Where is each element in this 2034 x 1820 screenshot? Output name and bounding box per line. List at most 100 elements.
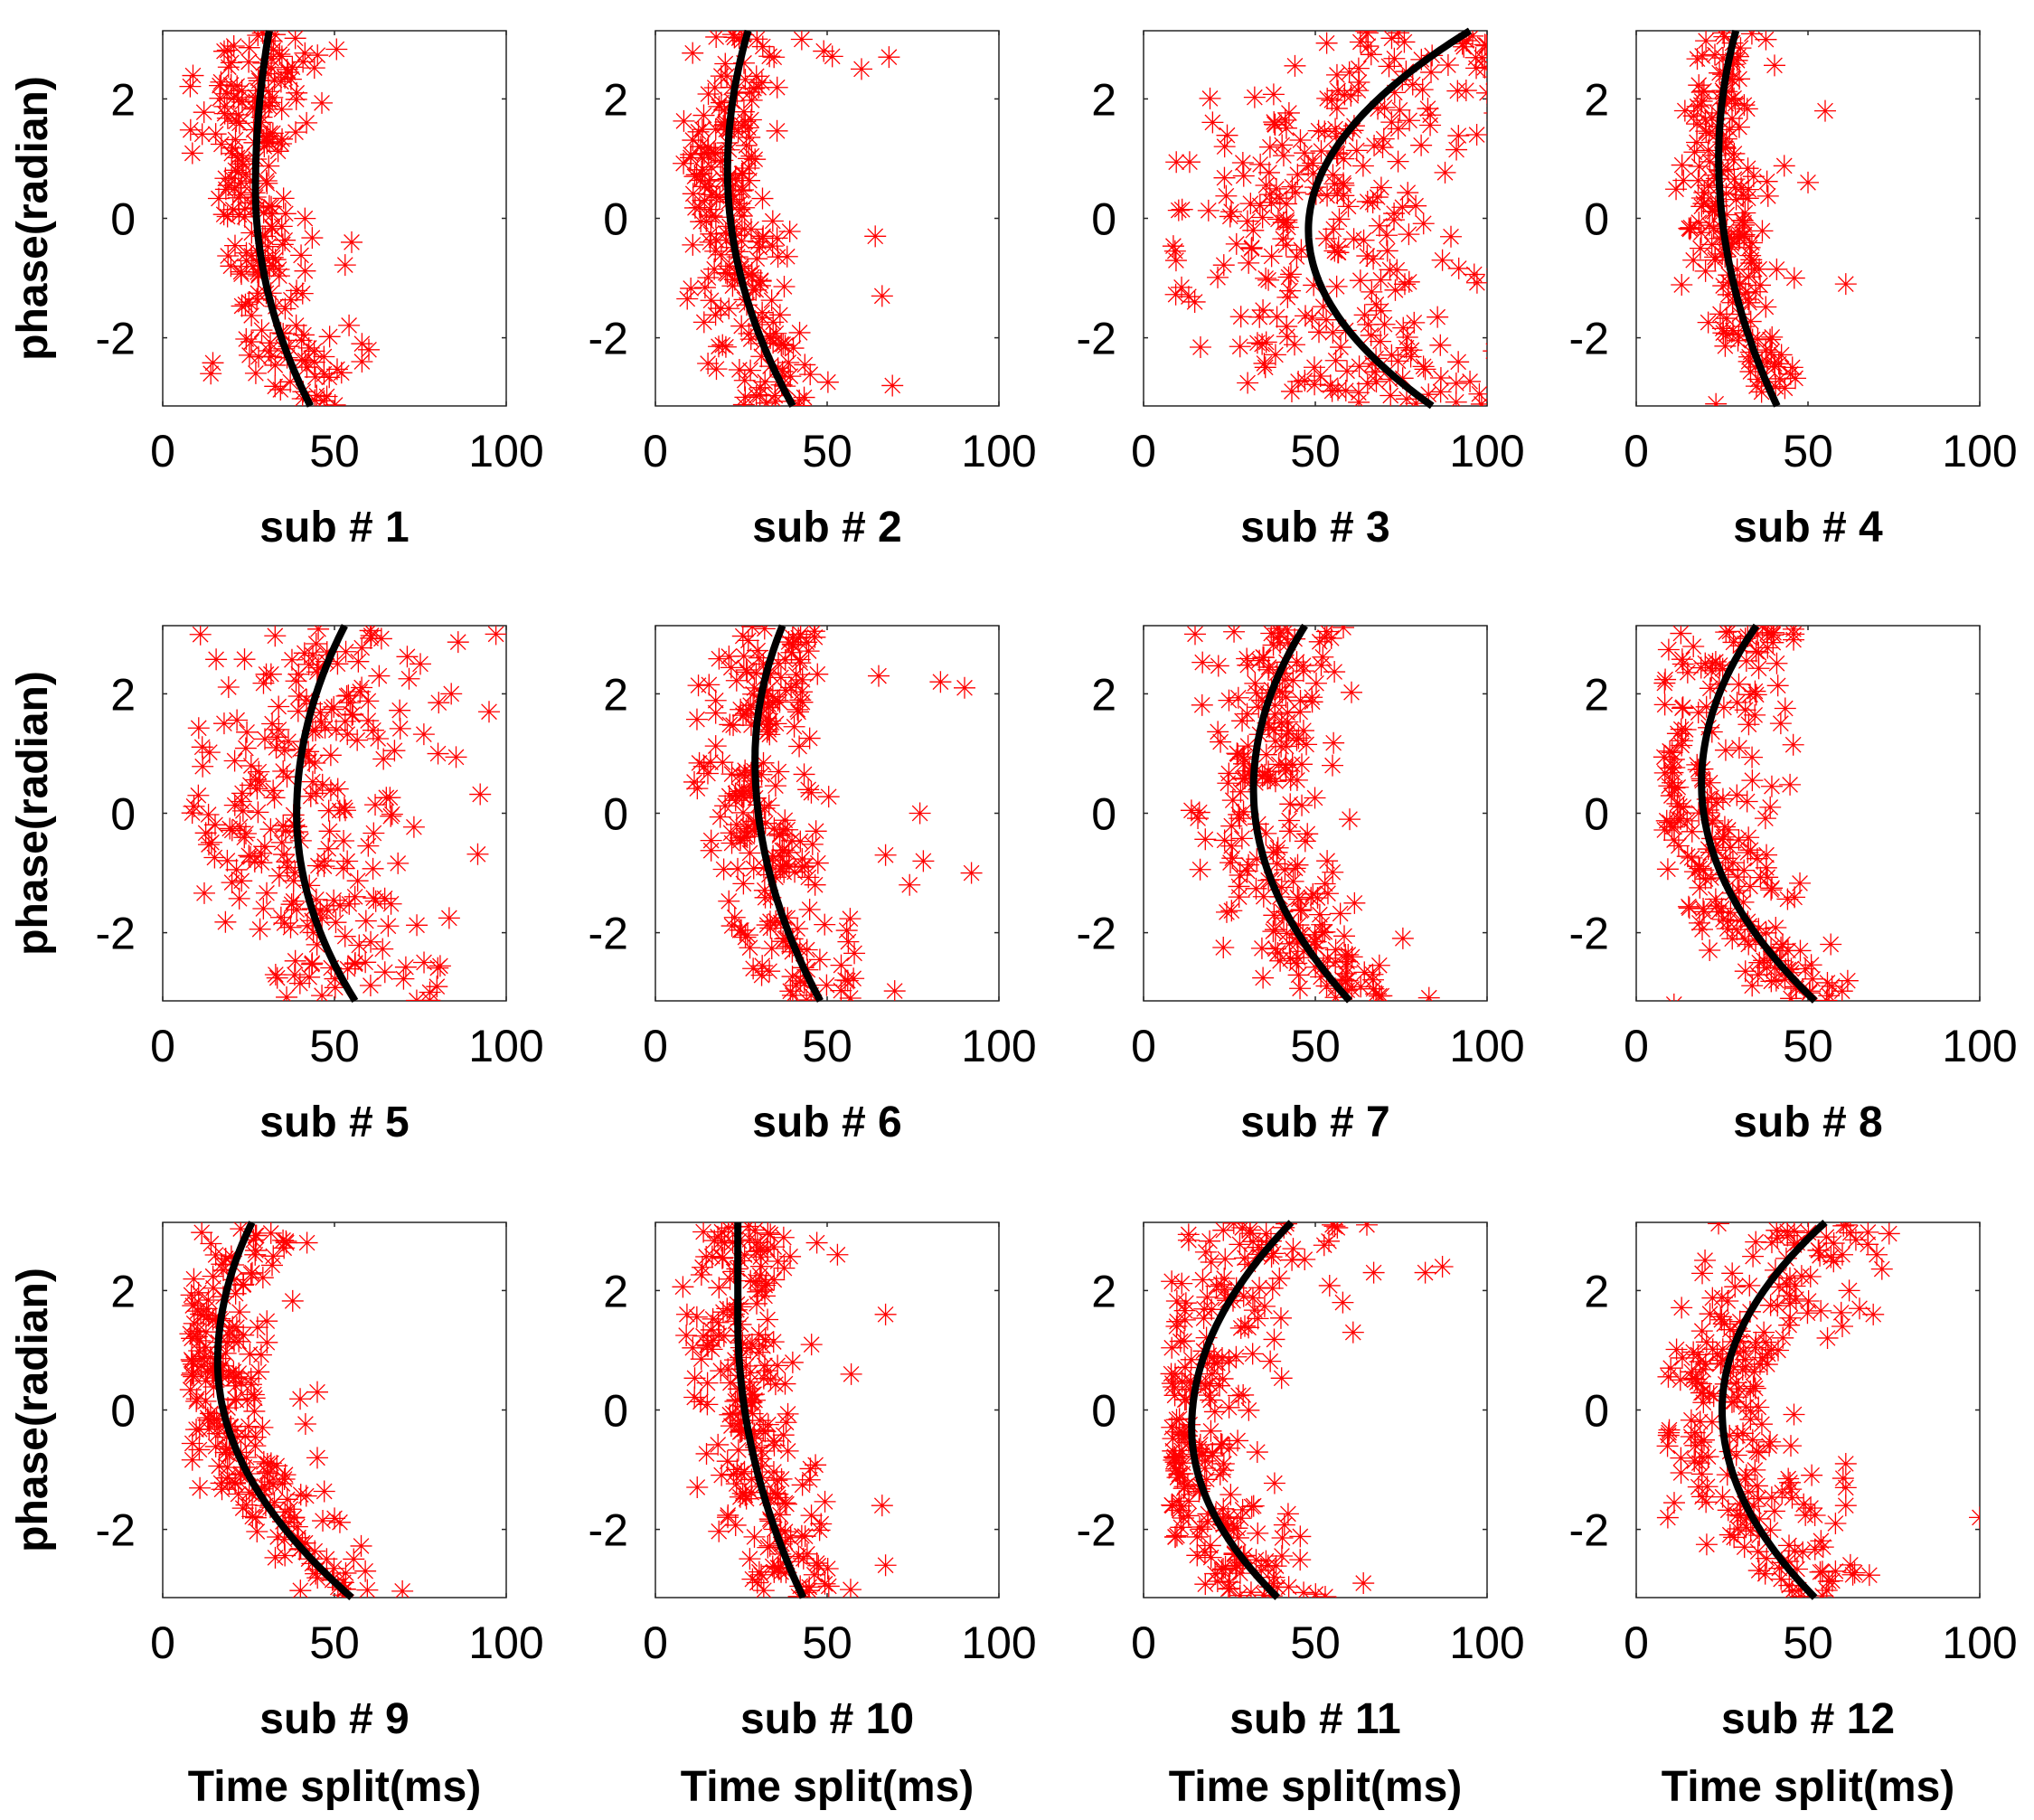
data-point [851,58,872,80]
data-point [1227,1526,1249,1549]
data-point [1264,770,1286,793]
data-point [1162,235,1184,258]
data-point [324,976,346,999]
data-point [1282,870,1304,892]
data-point [1237,654,1259,676]
data-point [179,1379,202,1401]
data-point [723,117,746,139]
data-point [1319,374,1342,397]
data-point [798,1468,821,1491]
data-point [1694,1249,1717,1272]
data-point [738,322,760,344]
data-point [1266,853,1288,875]
data-point [1703,43,1726,66]
fit-curve [1719,1220,1828,1600]
data-point [289,1484,312,1506]
data-point [246,1316,268,1339]
data-point [1694,1353,1717,1375]
data-point [1671,697,1693,720]
data-point [718,785,740,807]
data-point [1732,891,1755,913]
data-point [735,1354,758,1377]
data-point [1289,701,1312,723]
data-point [709,806,731,828]
data-point [247,801,269,824]
data-point [1269,949,1292,972]
data-point [1694,868,1717,891]
data-point [800,984,823,1001]
data-point [1670,718,1692,740]
data-point [868,665,890,687]
data-point [1765,375,1787,398]
data-point [1325,63,1348,86]
data-point [732,393,755,406]
data-point [883,980,906,1001]
data-point [1270,1544,1293,1567]
data-point [1553,42,1575,64]
data-point [799,1457,822,1480]
data-point [1398,109,1421,132]
data-point [240,754,262,777]
data-point [803,1563,825,1586]
y-tick-label: 2 [110,1266,136,1316]
fit-curve [213,1221,354,1600]
data-point [1720,68,1743,90]
data-point [347,650,370,673]
data-point [1726,784,1748,806]
data-point [261,203,284,225]
data-point [1756,184,1779,207]
data-point [1771,1481,1794,1504]
data-point [1747,641,1770,664]
data-point [1263,1472,1285,1495]
fit-curve [1304,27,1473,410]
data-point [194,822,217,844]
data-point [1878,1222,1900,1245]
data-point [223,1268,246,1291]
data-point [1201,1298,1223,1321]
data-point [1783,1403,1805,1426]
data-point [1352,229,1375,251]
data-point [296,111,318,134]
data-point [752,856,775,879]
data-point [1249,153,1272,175]
data-point [683,1386,706,1409]
data-point [751,35,774,58]
data-point [1815,1580,1838,1598]
data-point [746,1292,768,1315]
data-point [1688,212,1710,234]
data-point [282,890,305,912]
data-point [257,62,279,85]
data-point [1250,1559,1273,1581]
axes-frame [1635,30,1981,407]
data-point [294,42,316,64]
data-point [267,1525,289,1548]
data-point [1786,1231,1809,1254]
data-point [1686,131,1709,154]
data-point [1332,626,1355,639]
data-point [766,1469,788,1492]
data-point [766,119,788,142]
data-point [287,1526,310,1549]
x-tick-label: 50 [1783,1617,1833,1668]
data-point [1862,1303,1885,1325]
data-point [1238,1222,1261,1241]
data-point [704,206,727,229]
data-point [1291,753,1314,776]
data-point [1290,239,1313,261]
data-point [260,195,283,218]
data-point [746,31,768,51]
data-point [261,246,284,269]
data-point [1270,876,1293,899]
data-point [314,716,336,739]
data-point [789,830,812,853]
data-point [1711,1338,1734,1361]
data-point [265,736,287,759]
data-point [203,814,226,836]
data-point [1324,938,1347,961]
data-point [1731,209,1754,231]
data-point [1747,626,1769,646]
data-point [1361,353,1383,375]
data-point [283,1506,306,1529]
data-point [1414,358,1436,381]
